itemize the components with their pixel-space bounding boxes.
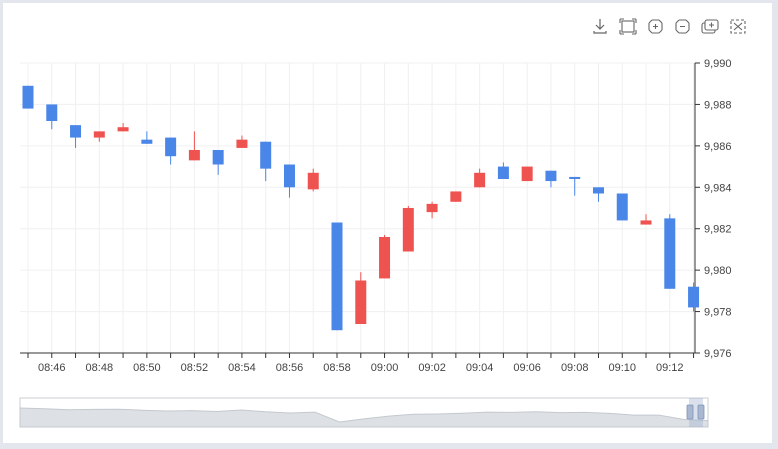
candle (117, 123, 129, 132)
candle-body (70, 125, 82, 138)
candle-body (212, 150, 224, 165)
y-tick-label: 9,988 (704, 99, 732, 111)
candle-body (664, 218, 676, 289)
zoom-in-icon[interactable] (648, 19, 663, 34)
candle-body (93, 131, 105, 138)
candle (592, 187, 604, 202)
candle-body (497, 166, 509, 179)
chart-card: 9,990 9,988 9,986 9,984 9,982 9,980 9,978 9,976… (3, 3, 772, 443)
y-tick-label: 9,980 (704, 265, 732, 277)
candle-body (592, 187, 604, 194)
candle-body (688, 286, 700, 308)
y-tick-label: 9,990 (704, 58, 732, 70)
x-tick-label: 09:10 (608, 362, 636, 374)
x-tick-label: 08:52 (181, 362, 209, 374)
candle-body (236, 139, 248, 148)
candle-body (22, 85, 34, 109)
candle-body (474, 172, 486, 188)
chart-toolbar (593, 18, 746, 35)
candle (664, 214, 676, 289)
y-tick-label: 9,984 (704, 182, 732, 194)
candle-body (545, 170, 557, 182)
x-tick-label: 09:06 (513, 362, 541, 374)
candle-body (426, 203, 438, 213)
candle (355, 272, 367, 324)
zoom-select-icon[interactable] (619, 18, 637, 35)
download-icon[interactable] (593, 19, 607, 34)
candle-body (450, 191, 462, 202)
candle (188, 131, 200, 161)
candle-body (141, 139, 153, 144)
candle-body (331, 222, 343, 331)
x-tick-label: 09:12 (656, 362, 684, 374)
candle (236, 135, 248, 148)
candle (93, 131, 105, 142)
candle (260, 141, 272, 182)
candle (450, 191, 462, 202)
candle (545, 170, 557, 188)
x-tick-label: 08:48 (86, 362, 114, 374)
candle-body (165, 137, 177, 157)
candle (474, 168, 486, 188)
y-tick-label: 9,976 (704, 348, 732, 360)
x-tick-label: 08:56 (276, 362, 304, 374)
x-tick-label: 09:08 (561, 362, 589, 374)
candle-body (188, 150, 200, 161)
candle (283, 164, 295, 198)
candle-body (46, 104, 58, 121)
candle-body (521, 166, 533, 182)
candle (22, 85, 34, 109)
pan-icon[interactable] (701, 19, 719, 34)
candle-body (379, 237, 391, 279)
candle-body (117, 127, 129, 132)
y-tick-label: 9,982 (704, 224, 732, 236)
x-tick-label: 09:00 (371, 362, 399, 374)
candle (165, 137, 177, 165)
candle-body (355, 280, 367, 324)
candle-body (616, 193, 628, 221)
zoom-out-icon[interactable] (675, 19, 690, 34)
y-tick-label: 9,986 (704, 141, 732, 153)
candle (426, 201, 438, 219)
candle-body (569, 176, 581, 179)
x-tick-label: 08:54 (228, 362, 256, 374)
navigator-right-handle[interactable] (697, 404, 705, 420)
candle (379, 234, 391, 279)
candle (497, 162, 509, 179)
candle-body (640, 220, 652, 225)
candle (616, 193, 628, 221)
candle (141, 131, 153, 144)
candle (212, 150, 224, 175)
navigator-left-handle[interactable] (686, 404, 694, 420)
candles (22, 85, 700, 331)
x-tick-label: 08:46 (38, 362, 66, 374)
x-tick-label: 09:02 (418, 362, 446, 374)
candle (46, 104, 58, 130)
candlestick-chart: 9,990 9,988 9,986 9,984 9,982 9,980 9,978 9,976… (19, 18, 746, 428)
candle (402, 205, 414, 252)
candle (569, 176, 581, 196)
candle (307, 168, 319, 192)
candle (688, 282, 700, 312)
candle-body (283, 164, 295, 188)
candle-body (260, 141, 272, 169)
x-tick-label: 09:04 (466, 362, 494, 374)
navigator-slider[interactable] (19, 397, 709, 428)
candle (521, 166, 533, 182)
navigator-overview-area (19, 407, 709, 428)
candle (70, 125, 82, 148)
candle-body (402, 208, 414, 252)
candle-body (307, 172, 319, 190)
reset-icon[interactable] (730, 19, 746, 34)
x-tick-label: 08:50 (133, 362, 161, 374)
y-tick-label: 9,978 (704, 307, 732, 319)
candle (331, 222, 343, 331)
x-tick-label: 08:58 (323, 362, 351, 374)
candle (640, 214, 652, 225)
